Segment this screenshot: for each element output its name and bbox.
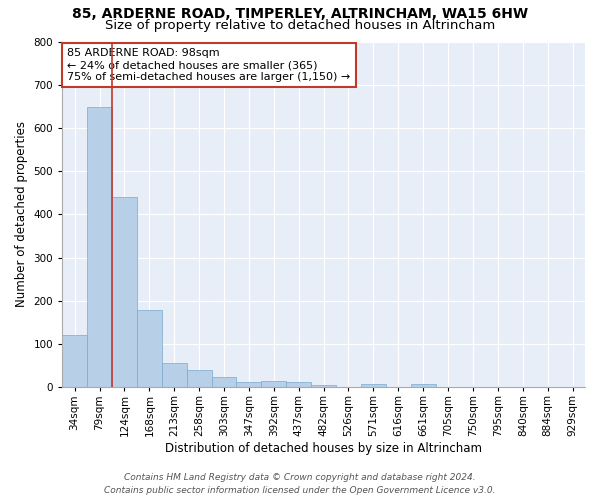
Y-axis label: Number of detached properties: Number of detached properties — [15, 122, 28, 308]
X-axis label: Distribution of detached houses by size in Altrincham: Distribution of detached houses by size … — [165, 442, 482, 455]
Text: Contains HM Land Registry data © Crown copyright and database right 2024.
Contai: Contains HM Land Registry data © Crown c… — [104, 474, 496, 495]
Bar — [112, 197, 137, 388]
Bar — [62, 336, 87, 388]
Bar — [286, 382, 311, 388]
Bar — [361, 384, 386, 388]
Text: Size of property relative to detached houses in Altrincham: Size of property relative to detached ho… — [105, 19, 495, 32]
Bar — [262, 382, 286, 388]
Text: 85 ARDERNE ROAD: 98sqm
← 24% of detached houses are smaller (365)
75% of semi-de: 85 ARDERNE ROAD: 98sqm ← 24% of detached… — [67, 48, 350, 82]
Bar — [137, 310, 162, 388]
Bar — [187, 370, 212, 388]
Bar — [212, 377, 236, 388]
Bar — [236, 382, 262, 388]
Text: 85, ARDERNE ROAD, TIMPERLEY, ALTRINCHAM, WA15 6HW: 85, ARDERNE ROAD, TIMPERLEY, ALTRINCHAM,… — [72, 8, 528, 22]
Bar — [311, 385, 336, 388]
Bar — [411, 384, 436, 388]
Bar — [162, 362, 187, 388]
Bar — [87, 107, 112, 388]
